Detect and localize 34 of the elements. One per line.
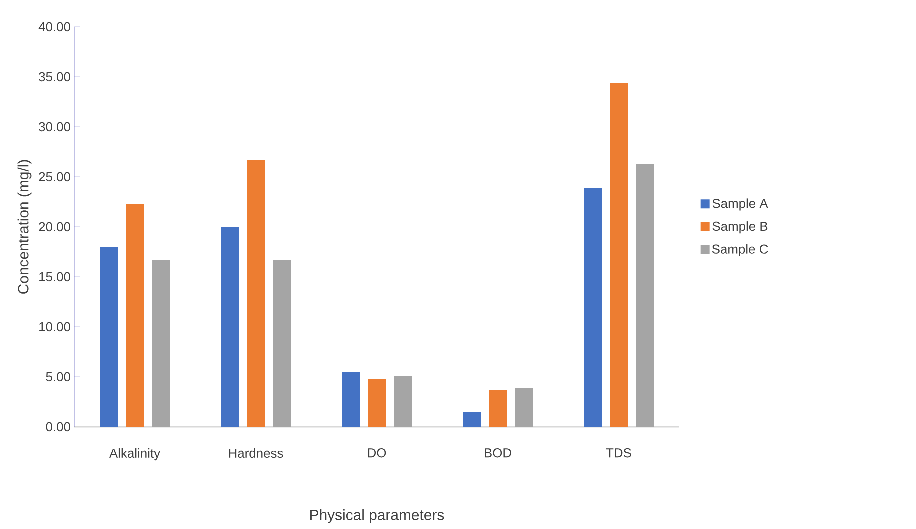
y-tick-label: 15.00 [40, 272, 70, 282]
bar [247, 160, 265, 427]
bar [273, 260, 291, 427]
x-tick-label: Hardness [229, 448, 284, 458]
bar [515, 388, 533, 427]
bar [342, 372, 360, 427]
x-tick-label: TDS [606, 448, 632, 458]
legend-label: Sample B [712, 222, 768, 234]
bar [584, 188, 602, 427]
y-tick-label: 40.00 [38, 22, 70, 32]
bar [368, 379, 386, 427]
legend-label: Sample C [712, 244, 768, 256]
legend-label: Sample A [712, 198, 768, 211]
y-axis-title: Concentration (mg/l) [18, 160, 32, 294]
y-tick-label: 35.00 [39, 72, 70, 82]
x-tick-label: Alkalinity [109, 448, 161, 461]
y-tick-label: 25.00 [39, 172, 70, 182]
bar [610, 83, 628, 427]
y-tick-label: 30.00 [39, 122, 70, 132]
y-tick-label: 10.00 [40, 322, 70, 332]
y-tick-label: 0.00 [46, 422, 70, 432]
y-tick-label: 5.00 [46, 372, 70, 382]
bar [394, 376, 412, 427]
x-tick-label: BOD [485, 448, 512, 458]
bar [221, 227, 239, 427]
bar [489, 390, 507, 427]
bar [636, 164, 654, 427]
x-tick-label: DO [368, 448, 386, 458]
bar [152, 260, 170, 427]
bar [126, 204, 144, 427]
y-tick-label: 20.00 [39, 222, 70, 232]
x-axis-title: Physical parameters [310, 509, 444, 524]
bar [100, 247, 118, 427]
bar [463, 412, 481, 427]
